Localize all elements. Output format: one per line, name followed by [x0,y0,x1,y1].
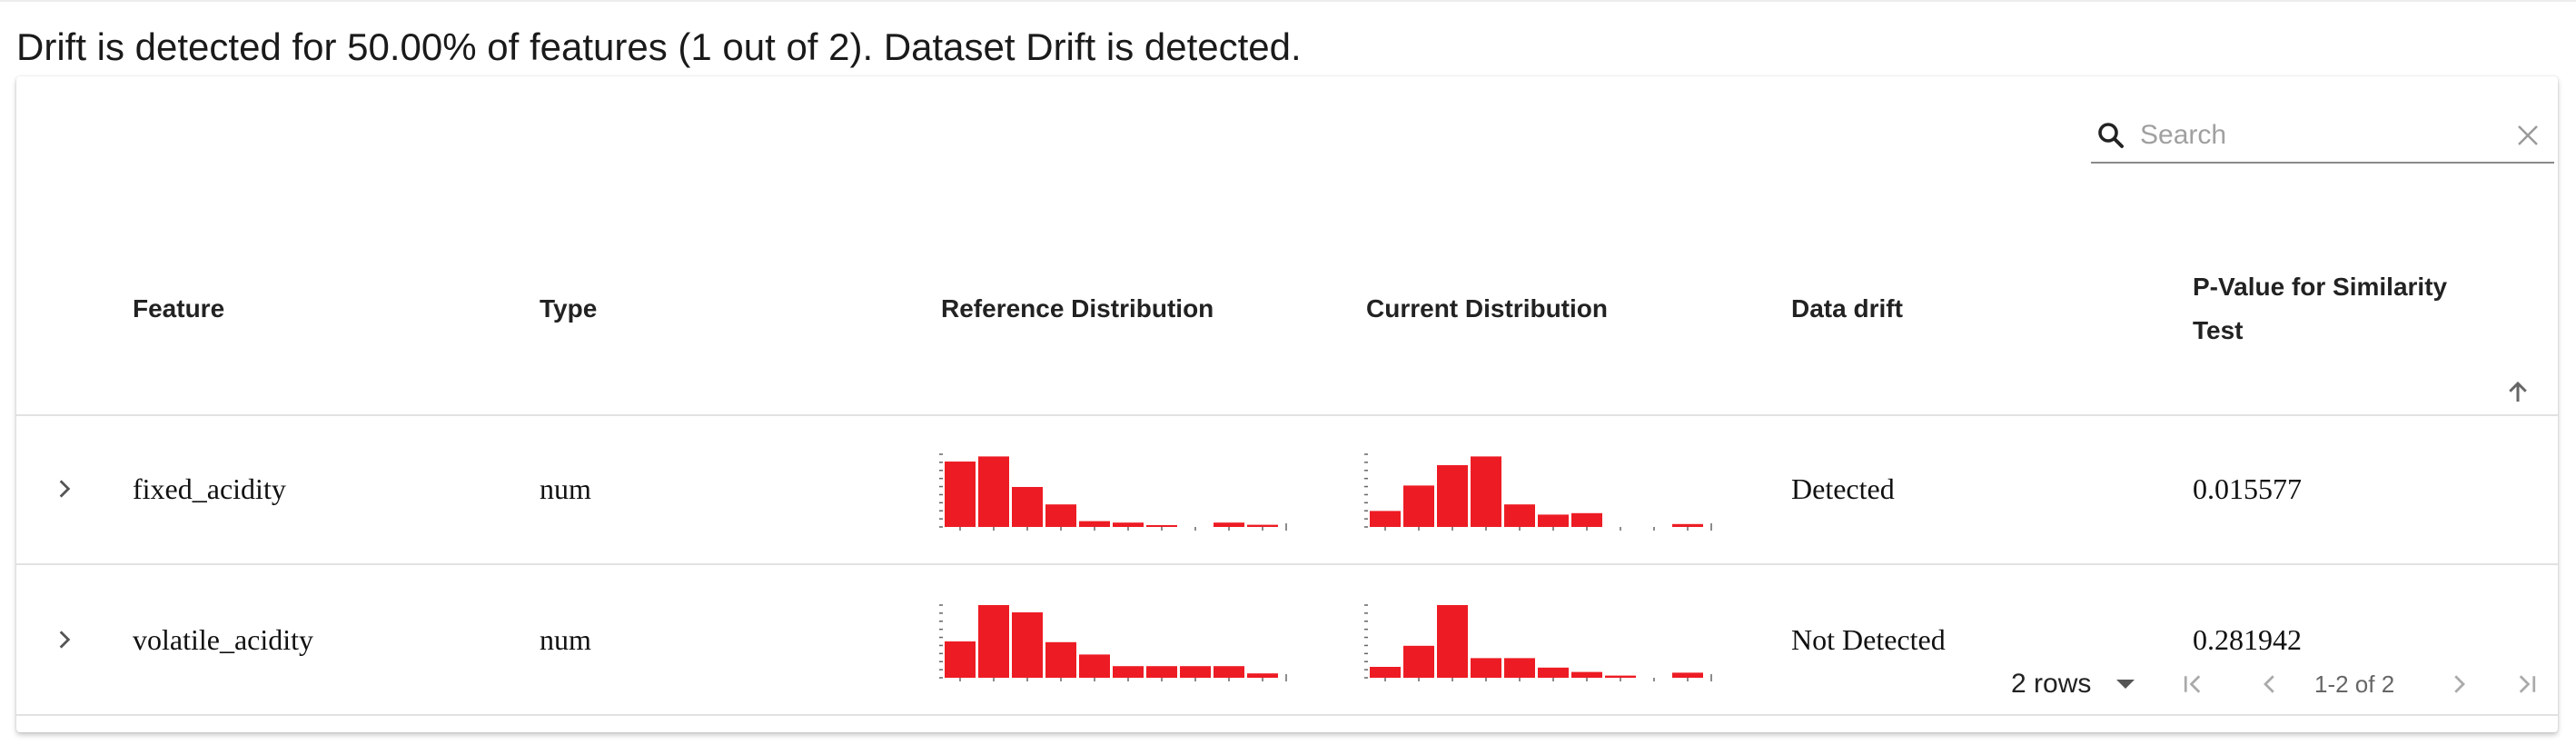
column-header-p-value[interactable]: P-Value for Similarity Test [2193,204,2447,414]
histogram-bar [1012,487,1043,527]
reference-histogram [939,604,1287,681]
histogram-bar [1403,645,1434,678]
feature-name: volatile_acidity [133,622,314,656]
histogram-bar [945,641,976,678]
current-histogram [1364,453,1712,531]
histogram-bar [1146,525,1177,527]
column-header-feature[interactable]: Feature [133,294,225,323]
reference-histogram [939,453,1287,531]
table-row[interactable]: fixed_acidity num Detected 0.015577 [16,414,2558,565]
top-divider [0,0,2576,2]
histogram-bar [1437,605,1468,678]
last-page-icon[interactable] [2503,661,2549,707]
p-value-header-line2: Test [2193,316,2244,344]
drift-summary: Drift is detected for 50.00% of features… [16,25,1302,68]
histogram-bar [1504,504,1535,527]
histogram-bar [1045,641,1076,678]
histogram-bar [978,456,1009,527]
column-header-current-distribution[interactable]: Current Distribution [1366,294,1608,323]
search-bar[interactable] [2091,109,2554,164]
sort-ascending-icon[interactable] [2500,374,2536,411]
histogram-bar [945,462,976,527]
feature-type: num [540,472,591,505]
feature-type: num [540,622,591,656]
histogram-bar [1247,524,1278,527]
chevron-right-icon[interactable] [42,617,87,662]
drift-status: Detected [1791,472,1895,505]
histogram-bar [1471,456,1501,527]
histogram-bar [1538,514,1569,527]
histogram-bar [1079,654,1110,678]
histogram-bar [1146,666,1177,678]
p-value-header-line1: P-Value for Similarity [2193,273,2448,301]
histogram-bar [1214,666,1244,678]
dropdown-caret-icon [2116,680,2135,689]
histogram-bar [1180,666,1211,678]
current-histogram [1364,604,1712,681]
rows-per-page-select[interactable]: 2 rows [2011,661,2135,707]
table-footer: 2 rows 1-2 of 2 [16,636,2558,732]
column-header-reference-distribution[interactable]: Reference Distribution [941,294,1214,323]
search-input[interactable] [2140,120,2485,151]
histogram-bar [1437,465,1468,527]
histogram-bar [1214,522,1244,527]
histogram-bar [1079,521,1110,527]
histogram-bar [1045,504,1076,527]
histogram-bar [978,605,1009,678]
histogram-bar [1403,485,1434,527]
rows-per-page-value: 2 rows [2011,669,2092,699]
histogram-bar [1012,612,1043,678]
page-range-label: 1-2 of 2 [2314,670,2395,698]
clear-icon[interactable] [2511,118,2545,153]
histogram-bar [1113,522,1144,527]
table-header: Feature Type Reference Distribution Curr… [16,204,2558,416]
histogram-bar [1571,671,1602,678]
histogram-bar [1571,512,1602,527]
histogram-bar [1605,675,1636,678]
column-header-type[interactable]: Type [540,294,598,323]
histogram-bar [1247,673,1278,678]
table-row[interactable]: volatile_acidity num Not Detected 0.2819… [16,565,2558,716]
histogram-bar [1370,667,1401,678]
next-page-icon[interactable] [2436,661,2482,707]
search-icon [2091,115,2131,155]
histogram-bar [1672,672,1703,678]
first-page-icon[interactable] [2171,661,2216,707]
histogram-bar [1370,511,1401,527]
histogram-bar [1672,523,1703,527]
feature-name: fixed_acidity [133,472,286,505]
drift-table-card: Feature Type Reference Distribution Curr… [16,76,2558,732]
p-value: 0.281942 [2193,622,2302,656]
previous-page-icon[interactable] [2247,661,2293,707]
histogram-bar [1504,658,1535,678]
drift-status: Not Detected [1791,622,1946,656]
chevron-right-icon[interactable] [42,466,87,512]
histogram-bar [1538,667,1569,678]
histogram-bar [1471,658,1501,678]
p-value: 0.015577 [2193,472,2302,505]
histogram-bar [1113,666,1144,678]
column-header-data-drift[interactable]: Data drift [1791,294,1903,323]
